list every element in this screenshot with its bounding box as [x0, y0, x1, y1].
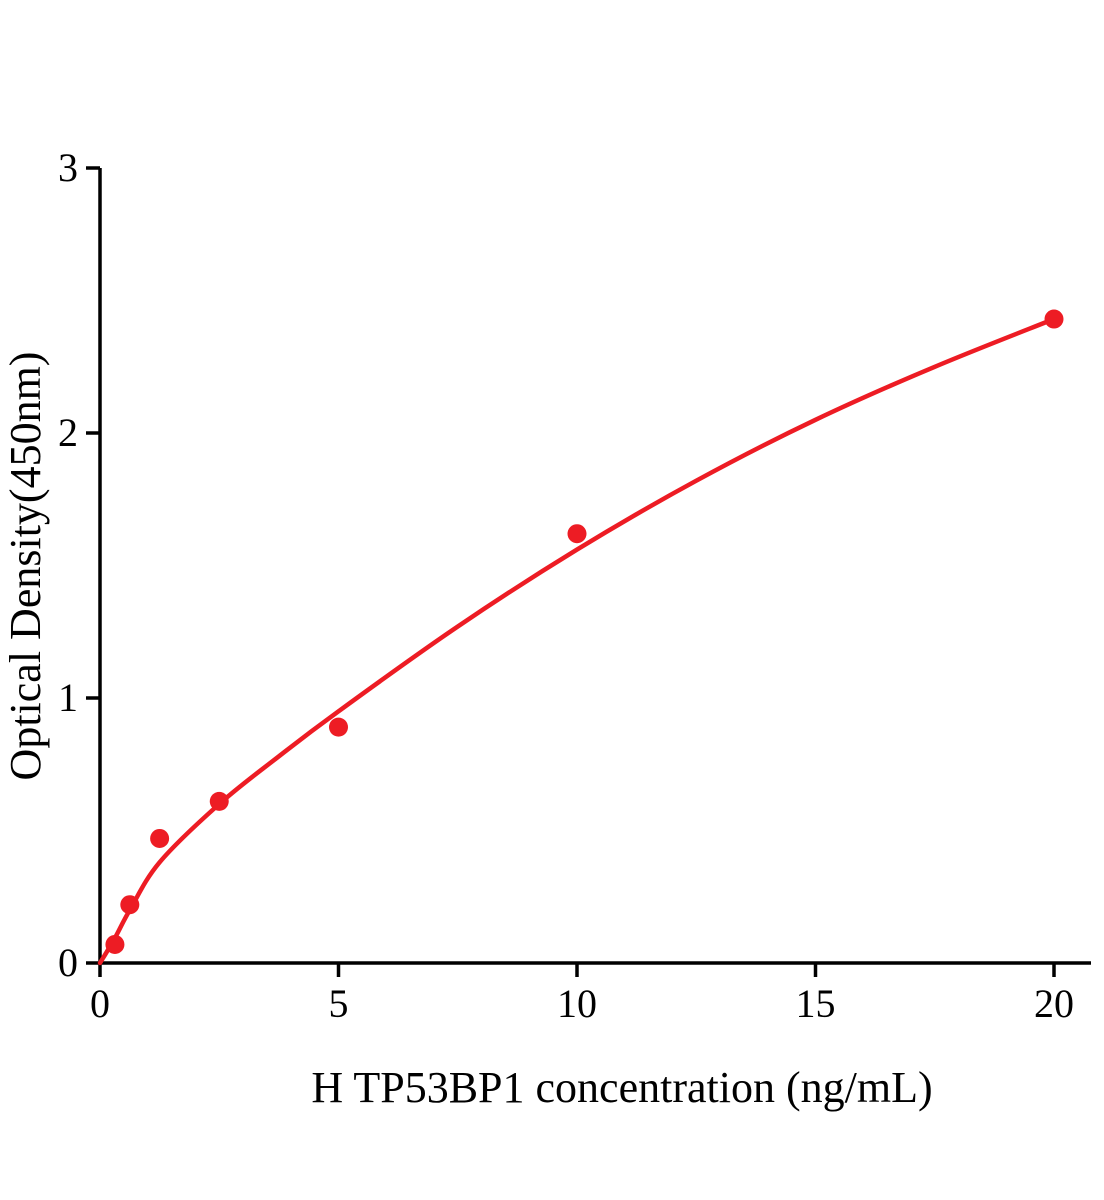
x-tick-label: 20: [1034, 981, 1074, 1026]
data-point: [150, 828, 170, 848]
y-axis-title: Optical Density(450nm): [1, 352, 50, 781]
data-point: [329, 717, 348, 737]
plot-area: 0 5 10 15 20 0 1 2 3: [58, 145, 1091, 1026]
x-tick-label: 15: [796, 981, 836, 1026]
y-tick-label: 1: [58, 675, 78, 720]
x-tick-label: 10: [557, 981, 597, 1026]
data-point: [567, 524, 587, 544]
data-point: [105, 934, 125, 954]
y-tick-label: 3: [58, 145, 78, 190]
x-tick-label: 0: [90, 981, 110, 1026]
y-tick-label: 2: [58, 410, 78, 455]
x-tick-label: 5: [329, 981, 349, 1026]
fitted-curve: [97, 316, 1057, 966]
data-point: [209, 791, 229, 811]
data-point: [120, 895, 140, 915]
y-tick-label: 0: [58, 940, 78, 985]
data-point: [1044, 309, 1064, 329]
x-axis-title: H TP53BP1 concentration (ng/mL): [311, 1063, 932, 1112]
